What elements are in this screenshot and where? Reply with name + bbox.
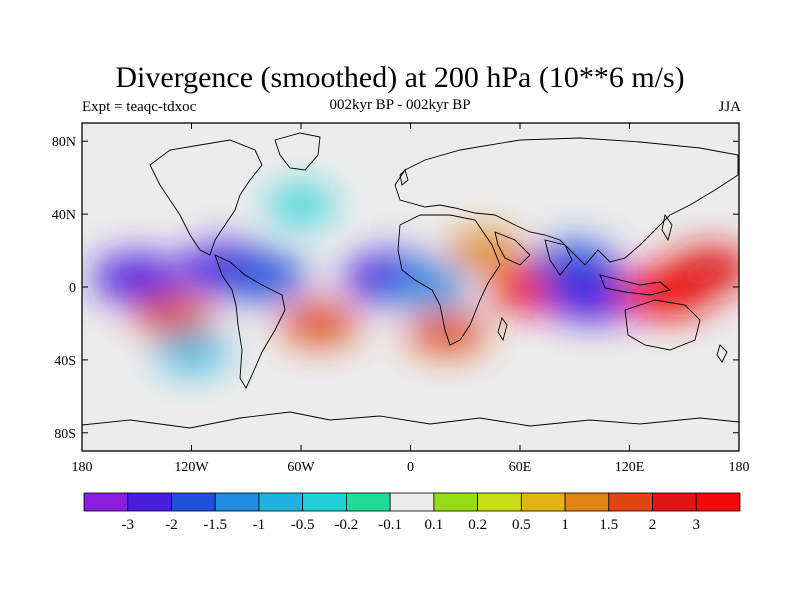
- season-label: JJA: [718, 99, 741, 115]
- period-label: 002kyr BP - 002kyr BP: [329, 97, 471, 113]
- field-cell: [545, 271, 641, 322]
- y-tick-label: 0: [69, 281, 76, 296]
- colorbar-label: 2: [649, 517, 657, 533]
- experiment-label: Expt = teaqc-tdxoc: [82, 99, 197, 115]
- x-tick-label: 120W: [174, 460, 209, 475]
- x-tick-label: 0: [407, 460, 414, 475]
- colorbar-label: -3: [121, 517, 134, 533]
- colorbar-label: -0.2: [335, 517, 359, 533]
- x-tick-label: 120E: [615, 460, 645, 475]
- colorbar-swatch: [608, 492, 653, 512]
- colorbar-label: -1: [253, 517, 266, 533]
- colorbar-swatch: [652, 492, 697, 512]
- chart-title: Divergence (smoothed) at 200 hPa (10**6 …: [115, 61, 685, 94]
- field-cell: [222, 255, 307, 300]
- colorbar-label: 0.5: [512, 517, 531, 533]
- colorbar-label: -2: [165, 517, 178, 533]
- colorbar-swatch: [433, 492, 479, 512]
- colorbar-label: 1.5: [599, 517, 618, 533]
- colorbar-swatch: [520, 492, 566, 512]
- x-tick-label: 60E: [509, 460, 532, 475]
- field-cell: [155, 331, 228, 370]
- colorbar-label: 0.1: [424, 517, 443, 533]
- x-axis: 180 120W 60W 0 60E 120E 180: [72, 123, 750, 475]
- colorbar-label: -0.5: [291, 517, 315, 533]
- colorbar-swatch: [214, 492, 260, 512]
- field-cell: [134, 293, 213, 335]
- field-cell: [91, 254, 182, 302]
- y-tick-label: 40N: [52, 208, 76, 223]
- colorbar-swatch: [171, 492, 216, 512]
- y-tick-label: 40S: [54, 354, 76, 369]
- colorbar-label: -1.5: [203, 517, 227, 533]
- colorbar-swatch: [127, 492, 172, 512]
- colorbar-swatch: [564, 492, 610, 512]
- colorbar-swatch: [258, 492, 304, 512]
- coastlines: [82, 132, 739, 429]
- colorbar-label: 0.2: [468, 517, 487, 533]
- x-tick-label: 60W: [287, 460, 315, 475]
- colorbar-swatch: [83, 492, 129, 512]
- field-cell: [447, 231, 520, 270]
- colorbar-swatch: [345, 492, 391, 512]
- field-cell: [389, 266, 468, 308]
- field-cell: [268, 187, 334, 223]
- colorbar-label: 1: [561, 517, 569, 533]
- colorbar-swatch: [477, 492, 522, 512]
- colorbar-label: 3: [693, 517, 701, 533]
- field-cell: [669, 246, 739, 291]
- y-tick-label: 80S: [54, 427, 76, 442]
- colorbar-label: -0.1: [378, 517, 402, 533]
- divergence-field: [91, 187, 739, 370]
- x-tick-label: 180: [729, 460, 750, 475]
- colorbar-swatch: [302, 492, 347, 512]
- colorbar: -3 -2 -1.5 -1 -0.5 -0.2 -0.1 0.1 0.2 0.5 1 1.5 2 3: [83, 492, 741, 533]
- colorbar-swatch: [695, 492, 741, 512]
- y-axis: 80N 40N 0 40S 80S: [52, 135, 739, 442]
- x-tick-label: 180: [72, 460, 93, 475]
- field-cell: [280, 302, 359, 344]
- colorbar-swatch: [389, 492, 435, 512]
- field-cell: [408, 312, 486, 354]
- y-tick-label: 80N: [52, 135, 76, 150]
